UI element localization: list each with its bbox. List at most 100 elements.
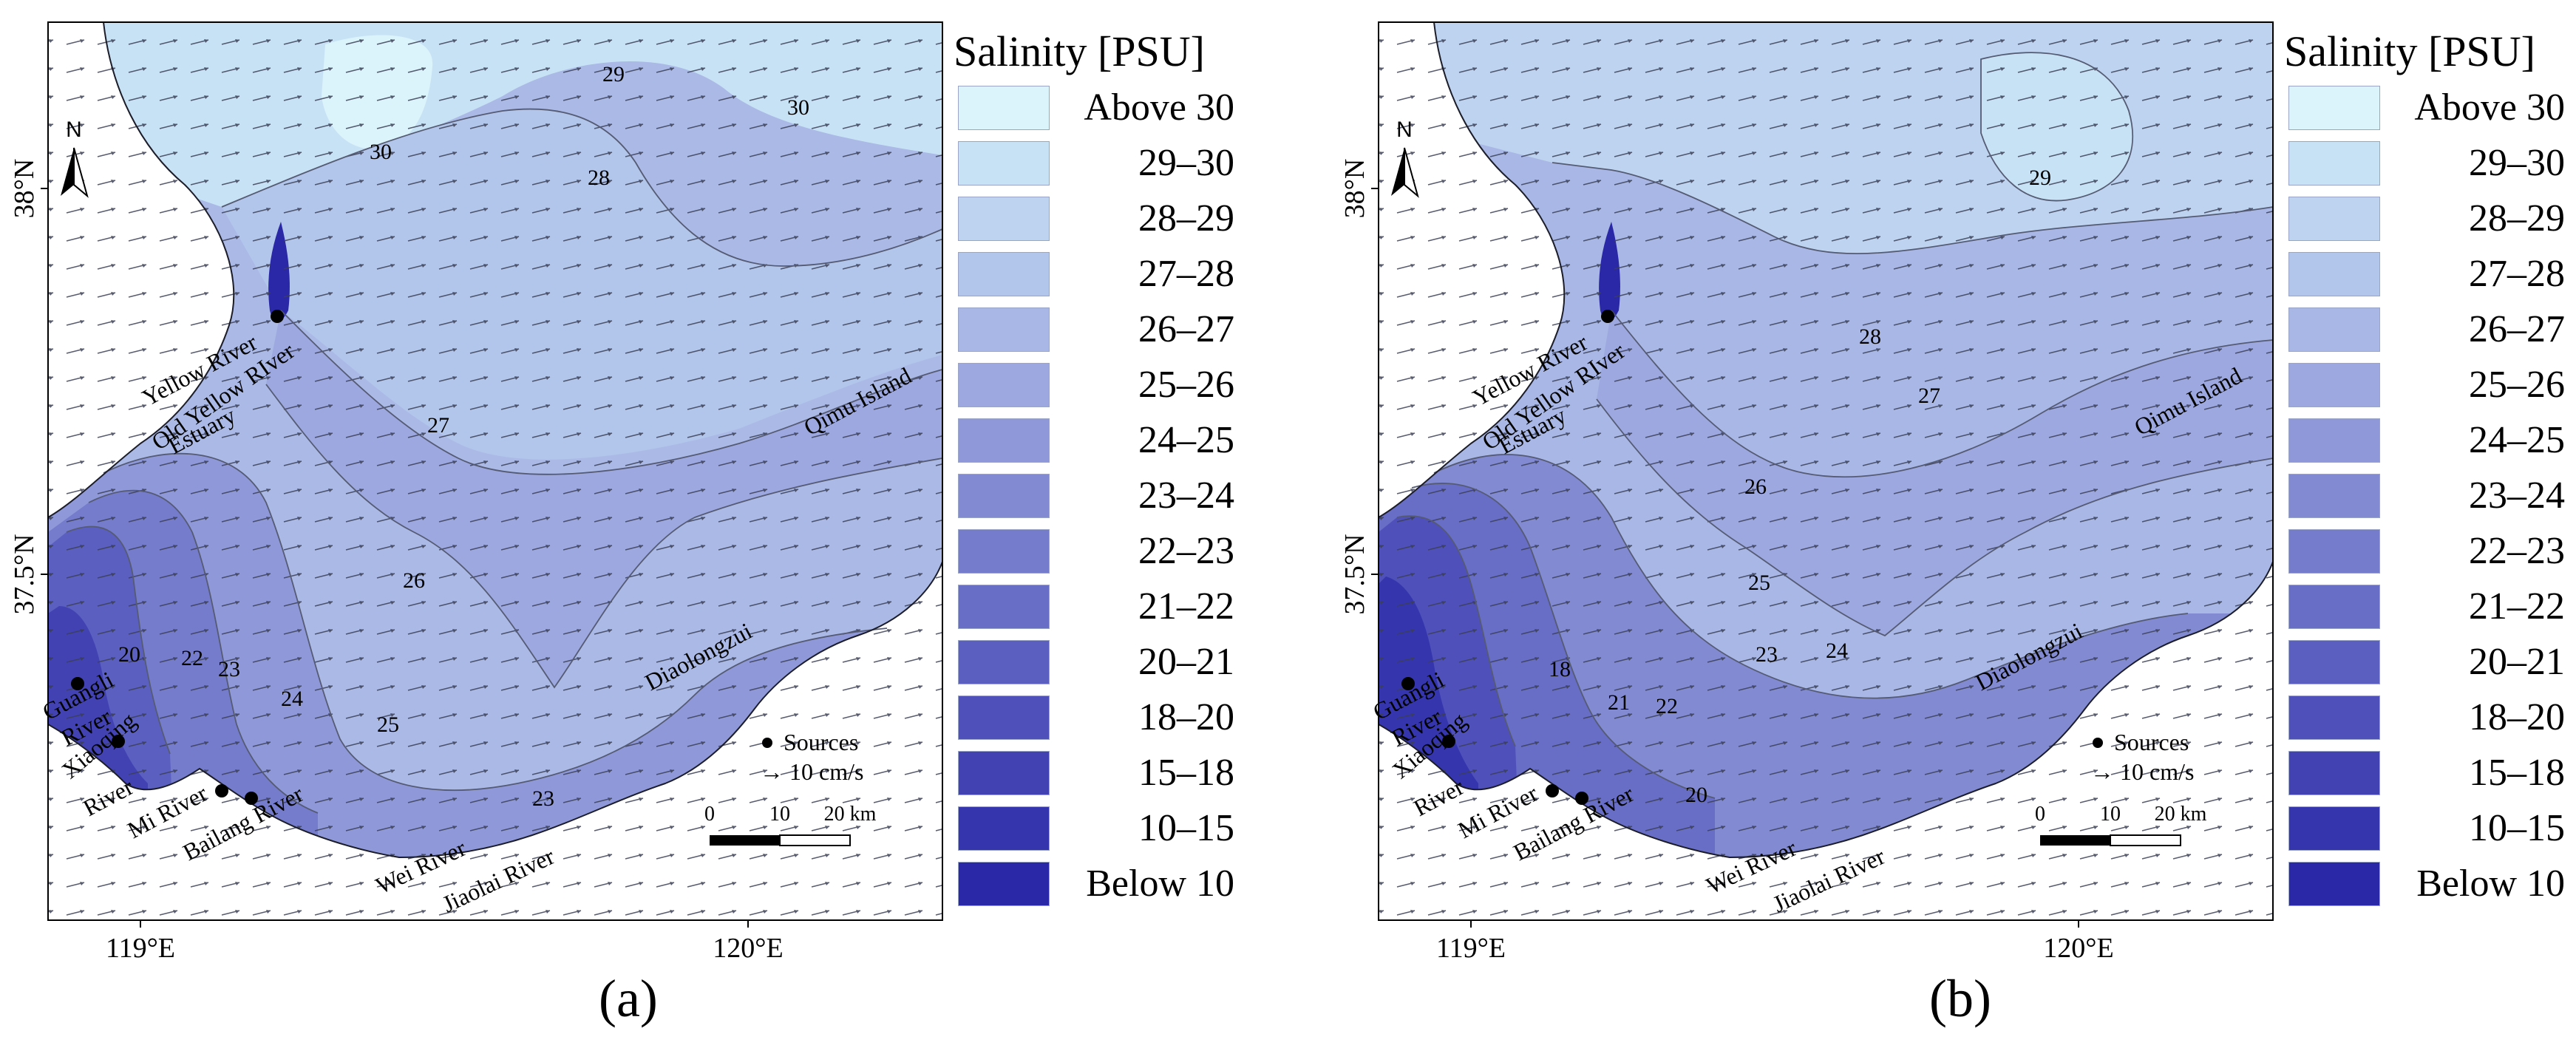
legend-rows: Above 30 29–30 28–29 27–28 26–27 25–26 24–25 23…	[2284, 81, 2576, 913]
legend-row: Above 30	[2284, 81, 2576, 137]
legend-swatch	[2288, 751, 2380, 795]
sources-legend-label: Sources	[2114, 729, 2189, 755]
legend-swatch	[958, 363, 1050, 407]
lat-tick-label: 37.5°N	[1339, 534, 1370, 614]
legend-swatch	[958, 474, 1050, 518]
scale-bar-label: 20 km	[824, 803, 877, 826]
legend-swatch	[958, 695, 1050, 740]
legend-label: Above 30	[1084, 86, 1234, 129]
legend-swatch	[2288, 252, 2380, 296]
legend-label: Below 10	[2416, 863, 2565, 905]
legend-row: 23–24	[954, 469, 1264, 525]
contour-label: 29	[2029, 166, 2051, 190]
contour-label: 30	[787, 95, 809, 120]
panel-b: 119°E 120°E 38°N 37.5°N N 29 28 27 26 25…	[1331, 0, 2576, 1051]
sources-legend-dot	[762, 738, 772, 748]
legend-label: 28–29	[1138, 197, 1234, 239]
legend-swatch	[958, 252, 1050, 296]
contour-label: 27	[427, 413, 449, 438]
vector-legend-label: → 10 cm/s	[760, 758, 863, 785]
source-marker	[245, 792, 258, 805]
legend-label: 26–27	[1138, 308, 1234, 350]
svg-text:N: N	[1396, 118, 1413, 142]
legend-row: 24–25	[2284, 414, 2576, 469]
legend-row: 22–23	[954, 525, 1264, 580]
legend-swatch	[958, 197, 1050, 241]
sources-legend-label: Sources	[784, 729, 858, 755]
contour-line	[1611, 310, 2273, 478]
legend-rows: Above 30 29–30 28–29 27–28 26–27 25–26 24–25 23…	[954, 81, 1264, 913]
svg-text:N: N	[66, 118, 82, 142]
contour-label: 23	[1756, 642, 1778, 667]
source-marker	[215, 784, 228, 797]
scale-bar-label: 0	[704, 803, 715, 826]
contour-label: 24	[281, 687, 303, 711]
legend-row: 29–30	[954, 137, 1264, 192]
contour-line	[66, 526, 171, 755]
source-marker	[1546, 784, 1559, 797]
north-arrow-icon: N	[1391, 118, 1419, 198]
legend-swatch	[2288, 695, 2380, 740]
lon-tick-label: 119°E	[1436, 933, 1506, 964]
contour-line	[1433, 454, 2189, 699]
contour-label: 20	[1685, 783, 1707, 807]
legend-row: 18–20	[954, 691, 1264, 746]
contour-label: 28	[588, 166, 610, 190]
legend-row: 24–25	[954, 414, 1264, 469]
contour-line	[88, 489, 319, 814]
contour-label: 20	[118, 642, 140, 667]
legend-swatch	[958, 751, 1050, 795]
scale-bar-label: 10	[2100, 803, 2121, 826]
legend-swatch	[958, 806, 1050, 851]
legend-row: 10–15	[2284, 802, 2576, 857]
contour-line	[280, 310, 942, 475]
legend-label: 10–15	[2469, 807, 2565, 849]
legend-label: 29–30	[1138, 142, 1234, 184]
legend-row: 20–21	[2284, 636, 2576, 691]
legend-swatch	[958, 307, 1050, 352]
source-marker	[112, 735, 125, 748]
contour-label: 25	[1748, 571, 1770, 595]
map-frame	[47, 21, 943, 921]
legend-row: 26–27	[2284, 303, 2576, 358]
vector-legend-label: → 10 cm/s	[2090, 758, 2194, 785]
lon-tick-label: 119°E	[106, 933, 175, 964]
contour-line	[221, 108, 942, 267]
legend-row: 18–20	[2284, 691, 2576, 746]
contour-label: 23	[532, 786, 554, 811]
coastline	[48, 561, 942, 859]
source-marker	[1601, 310, 1614, 323]
legend-label: 26–27	[2469, 308, 2565, 350]
source-marker	[271, 310, 284, 323]
legend-title: Salinity [PSU]	[2284, 27, 2535, 75]
contour-label: 21	[1608, 690, 1630, 715]
contour-line	[103, 452, 888, 791]
contour-label: 29	[602, 62, 625, 86]
legend-swatch	[958, 529, 1050, 574]
legend-row: 20–21	[954, 636, 1264, 691]
legend-swatch	[2288, 640, 2380, 684]
current-vectors	[48, 22, 942, 920]
legend-row: 25–26	[954, 358, 1264, 414]
legend-label: 23–24	[1138, 475, 1234, 517]
legend-row: 21–22	[2284, 580, 2576, 636]
legend-label: 27–28	[2469, 253, 2565, 295]
panel-label: (b)	[1929, 969, 1991, 1028]
legend-row: 15–18	[954, 746, 1264, 802]
legend-label: 15–18	[2469, 752, 2565, 794]
legend-swatch	[2288, 474, 2380, 518]
legend-row: 22–23	[2284, 525, 2576, 580]
coastline	[1379, 561, 2273, 859]
legend-label: 25–26	[1138, 364, 1234, 406]
coastline	[48, 22, 235, 518]
sources-legend-dot	[2093, 738, 2103, 748]
north-arrow-icon: N	[61, 118, 89, 198]
legend-swatch	[2288, 86, 2380, 130]
legend-swatch	[958, 86, 1050, 130]
legend-swatch	[958, 141, 1050, 186]
panel-label: (a)	[599, 969, 658, 1028]
contour-label: 30	[370, 140, 392, 164]
legend-swatch	[2288, 141, 2380, 186]
contour-line	[1396, 515, 1516, 747]
legend-label: 28–29	[2469, 197, 2565, 239]
